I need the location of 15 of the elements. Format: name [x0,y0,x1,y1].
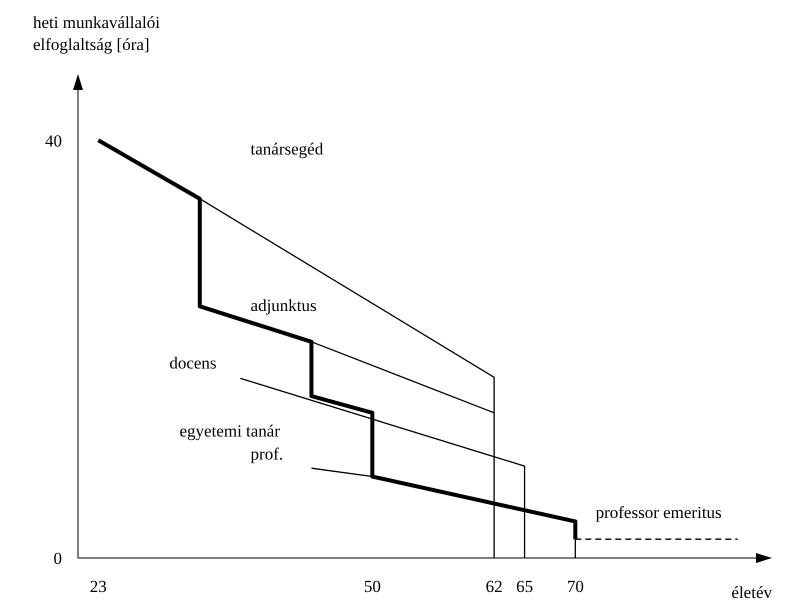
x-tick-label: 50 [364,577,381,596]
annotation: egyetemi tanár [179,422,280,441]
x-tick-label: 23 [90,577,107,596]
x-tick-label: 70 [566,577,584,596]
x-axis-title: életév [731,583,772,602]
x-tick-label: 62 [486,577,503,596]
y-tick-label: 0 [54,549,62,568]
annotation: prof. [250,444,284,464]
annotation: adjunktus [250,296,317,316]
annotation: docens [169,354,217,373]
x-tick-label: 65 [516,577,534,596]
y-axis-title: heti munkavállalói elfoglaltság [óra] [33,13,160,54]
annotation: professor emeritus [596,503,722,522]
annotation: tanársegéd [250,140,324,159]
y-tick-label: 40 [45,131,62,150]
